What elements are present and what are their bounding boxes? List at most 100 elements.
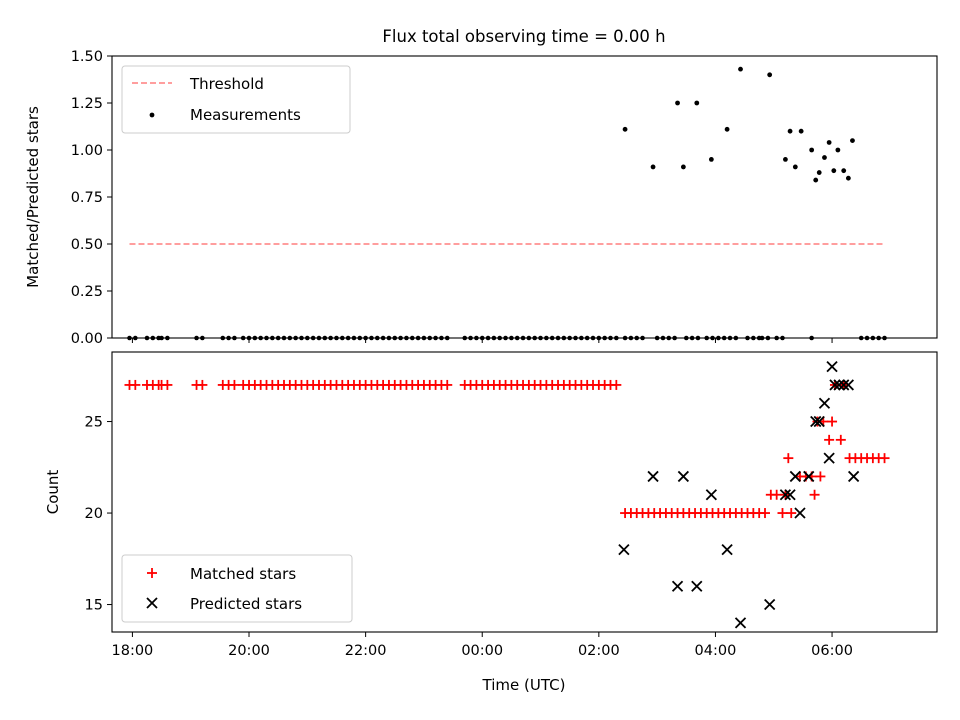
bottom-y-axis-label: Count [44,470,62,515]
bottom-y-tick-label: 15 [85,598,103,614]
predicted-star-point [826,361,838,373]
top-legend-box [121,65,351,134]
top-y-axis: 0.00 0.25 0.50 0.75 1.00 1.25 1.50 [71,49,112,347]
predicted-star-point [721,544,733,556]
predicted-star-point [647,470,659,483]
matched-star-point [771,489,782,500]
top-y-tick-label: 1.50 [71,49,103,65]
measurement-point [809,147,815,153]
measurement-point [783,157,788,162]
predicted-star-point [842,379,855,391]
legend-matched-label: Matched stars [190,565,296,583]
chart-title: Flux total observing time = 0.00 h [382,27,665,46]
top-y-tick-label: 0.00 [71,331,103,347]
measurement-point [708,157,714,162]
predicted-star-point [823,452,835,464]
bottom-legend: Matched stars Predicted stars [121,554,353,623]
matched-star-point [815,471,826,482]
predicted-star-point [671,580,684,592]
predicted-star-point [810,415,822,428]
matched-star-point [760,508,771,519]
bottom-x-axis: 18:00 20:00 22:00 00:00 02:00 04:00 06:00 [112,632,853,659]
bottom-x-axis-label: Time (UTC) [482,676,566,694]
bottom-panel: 15 20 25 18:00 20:00 22:00 00:00 02:00 04:00 06:… [44,351,938,694]
matched-star-point [197,379,208,390]
measurement-point [622,126,628,132]
measurement-point [792,164,798,170]
predicted-star-point [618,544,630,556]
measurement-point [787,128,793,134]
top-y-axis-label: Matched/Predicted stars [24,106,42,288]
measurement-point [826,140,832,145]
top-legend: Threshold Measurements [121,65,351,134]
measurement-point [850,138,855,144]
legend-matched-swatch [147,568,157,578]
bottom-y-axis: 15 20 25 [85,415,112,614]
bottom-x-tick-label: 18:00 [112,643,154,659]
measurement-point [675,100,680,106]
matched-star-point [835,434,846,445]
predicted-star-point [829,379,841,391]
matched-star-point [824,434,835,445]
predicted-star-point [847,470,860,483]
measurement-point [831,168,837,174]
predicted-star-point [677,470,690,483]
matched-star-point [827,416,838,427]
top-x-ticks [131,338,833,343]
predicted-star-point [813,415,825,428]
measurement-point [835,147,841,153]
predicted-star-point [818,397,831,409]
legend-predicted-swatch [146,597,158,609]
measurement-point [694,100,700,106]
top-y-tick-label: 0.50 [71,237,103,253]
bottom-x-tick-label: 22:00 [345,643,387,659]
measurement-point [822,155,827,160]
top-panel: 0.00 0.25 0.50 0.75 1.00 1.25 1.50 Matched/Pre… [24,49,938,347]
bottom-x-tick-label: 00:00 [461,643,503,659]
matched-star-point [130,379,141,390]
bottom-y-tick-label: 20 [85,506,103,522]
predicted-star-point [803,470,815,483]
legend-measurements-swatch [149,112,155,118]
legend-predicted-label: Predicted stars [190,595,302,613]
measurement-point [724,126,730,132]
bottom-plot-frame [111,351,938,633]
bottom-x-tick-label: 20:00 [228,643,270,659]
measurement-point [680,164,686,170]
predicted-star-point [705,489,718,501]
matched-star-point [879,453,890,464]
matched-star-point [809,489,820,500]
matched-star-point [783,453,794,464]
top-y-tick-label: 0.25 [71,284,103,300]
predicted-star-point [784,489,796,501]
bottom-x-tick-label: 02:00 [578,643,620,659]
top-plot-frame [111,55,938,339]
legend-threshold-label: Threshold [189,75,264,93]
matched-star-point [162,379,173,390]
predicted-star-point [833,379,845,391]
measurement-point [816,170,822,175]
bottom-x-tick-label: 04:00 [695,643,737,659]
measurement-point [841,168,847,174]
measurement-point [767,72,773,78]
matched-star-point [442,379,453,390]
matched-star-point [611,379,622,390]
predicted-star-point [794,507,806,519]
top-y-tick-label: 1.25 [71,96,103,112]
predicted-star-point [764,598,776,611]
legend-measurements-label: Measurements [190,106,301,124]
measurement-point [845,175,851,181]
predicted-star-point [734,617,747,629]
measurement-point [738,66,743,72]
measurement-point [650,164,656,170]
bottom-legend-box [121,554,353,623]
matched-star-point [777,508,788,519]
predicted-star-point [691,580,703,592]
matched-star-point [229,379,240,390]
bottom-x-tick-label: 06:00 [811,643,853,659]
predicted-star-point [789,470,801,483]
matched-star-point [786,508,797,519]
predicted-star-point [779,489,792,501]
top-y-tick-label: 1.00 [71,143,103,159]
